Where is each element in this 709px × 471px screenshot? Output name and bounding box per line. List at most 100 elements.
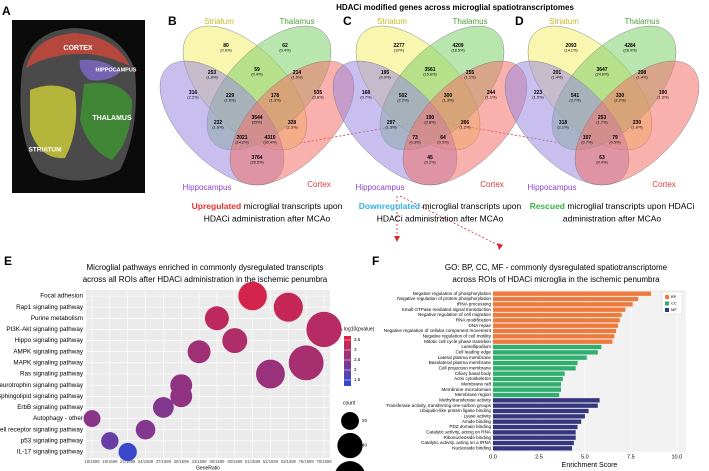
dot [288,345,324,381]
venn-count: 300 [444,93,453,99]
venn-count: 190 [426,115,435,121]
venn-set-label: Thalamus [279,17,314,26]
dot [118,442,137,462]
dot [273,292,303,322]
legend-swatch [665,308,669,312]
venn-percent: (1.6%) [224,99,236,103]
bar [493,366,576,371]
size-key [335,461,365,471]
venn-percent: (0.4%) [279,49,291,53]
venn-count: 3544 [251,115,262,121]
region-label: HIPPOCAMPUS [96,67,137,73]
panel-label: C [343,14,352,28]
y-tick-label: p53 signaling pathway [21,438,84,445]
venn-percent: (1.1%) [464,76,476,80]
y-tick-label: IL-17 signaling pathway [17,449,84,456]
venn-count: 64 [440,135,446,141]
colorbar-label: 2 [354,367,357,372]
panel-label: B [168,14,177,28]
venn-percent: (1.3%) [657,96,669,100]
y-tick-label: Negative regulation of phosphorylation [413,291,492,296]
venn-set-label: Striatum [549,17,579,26]
venn-percent: (14.2%) [235,141,249,145]
y-tick-label: Lateral plasma membrane [438,355,492,360]
venn-set-label: Cortex [652,180,676,189]
venn-percent: (0.9%) [379,76,391,80]
dot [204,306,229,331]
y-tick-label: Membrane microdomain [441,387,491,392]
venn-count: 502 [399,93,408,99]
venn-count: 190 [659,90,668,96]
venn-caption: HDACi administration after MCAo [204,213,331,223]
legend-swatch [665,295,669,299]
y-tick-label: Ubiquitin-like protein ligase binding [420,408,491,413]
y-tick-label: Negative regulation of cell migration [418,312,491,317]
legend-label: CC [671,301,677,306]
bar [493,360,578,366]
venn-count: 4310 [264,135,275,141]
bar [493,350,598,355]
bar [493,291,652,296]
venn-count: 229 [226,93,235,99]
venn-percent: (1.8%) [206,76,218,80]
venn-percent: (26.5%) [250,161,264,165]
venn-count: 45 [427,155,433,161]
legend-title: count [343,400,356,406]
y-tick-label: Mitotic cell cycle phase transition [424,339,491,344]
venn-count: 208 [638,70,647,76]
dot [135,419,156,440]
region-label: THALAMUS [92,115,132,122]
chart-subtitle: across ROIs of HDACi microglia in the is… [452,275,660,284]
venn-percent: (0.7%) [360,96,372,100]
caption-text: microglial transcripts upon HDACi [565,201,695,211]
venn-set-label: Cortex [307,180,331,189]
venn-count: 178 [271,93,280,99]
venn-count: 79 [612,135,618,141]
x-tick-label: 78/1599 [316,459,332,464]
venn-percent: (30.4%) [263,141,277,145]
x-tick-label: 51/1599 [245,459,261,464]
venn-percent: (1.4%) [551,76,563,80]
x-axis-label: GeneRatio [196,465,220,471]
dot [187,340,211,364]
venn-percent: (15.6%) [423,73,437,77]
bar [493,414,585,419]
y-tick-label: Focal adhesion [40,293,83,300]
y-tick-label: Catalytic activity, acting on a tRNA [421,440,492,445]
y-tick-label: Negative regulation of protein phosphory… [397,296,491,301]
dot [222,328,248,354]
venn-count: 73 [412,135,418,141]
venn-count: 232 [214,120,223,126]
bar [493,302,633,307]
bar [493,440,574,446]
venn-percent: (1.6%) [212,126,224,130]
venn-percent: (14.1%) [564,49,578,53]
y-tick-label: Amide binding [462,419,492,424]
venn-set-label: Striatum [377,17,407,26]
venn-count: 316 [189,90,198,96]
region-label: CORTEX [63,45,93,52]
venn-caption: Downregulated microglial transcripts upo… [359,201,522,211]
venn-percent: (1.4%) [636,76,648,80]
bar [493,323,618,328]
venn-count: 4284 [624,43,635,49]
size-key [341,412,359,430]
bar [493,408,589,414]
panel-label: E [4,254,12,268]
y-tick-label: DNA repair [469,323,492,328]
venn-set-label: Hippocampus [528,183,577,192]
bar [493,387,562,392]
venn-percent: (1.5%) [291,76,303,80]
x-tick-label: 24/1599 [138,459,154,464]
venn-count: 541 [571,93,580,99]
x-tick-label: 7.5 [627,454,635,460]
dot [306,311,342,348]
venn-count: 535 [314,90,323,96]
venn-count: 214 [293,70,302,76]
bar [493,446,573,451]
venn-caption: Rescued microglial transcripts upon HDAC… [530,201,695,211]
venn-caption: HDACi administration after MCAo [377,213,504,223]
venn-percent: (2.2%) [397,99,409,103]
venn-percent: (0.3%) [409,141,421,145]
y-tick-label: PI3K-Akt signaling pathway [6,326,84,333]
